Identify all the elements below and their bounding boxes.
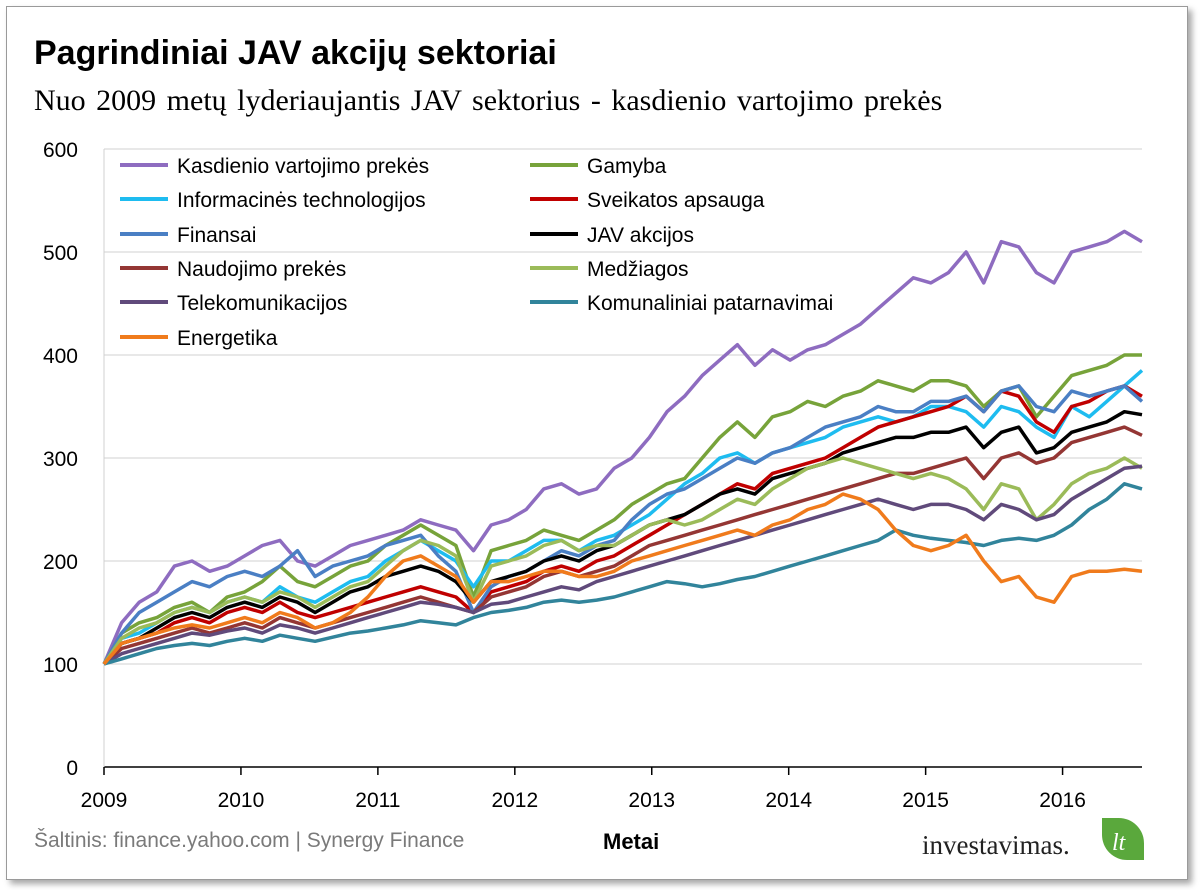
legend-label: JAV akcijos [587, 224, 694, 247]
chart-subtitle: Nuo 2009 metų lyderiaujantis JAV sektori… [34, 84, 943, 117]
y-tick-label: 500 [43, 242, 78, 265]
legend-label: Komunaliniai patarnavimai [587, 292, 833, 315]
x-tick-label: 2014 [765, 789, 812, 812]
series-line [102, 229, 1143, 665]
x-tick-label: 2012 [491, 789, 538, 812]
legend-label: Medžiagos [587, 258, 689, 281]
legend-label: Gamyba [587, 155, 667, 178]
logo-text: investavimas. [922, 830, 1070, 860]
series-line [102, 353, 1142, 665]
source-text: Šaltinis: finance.yahoo.com | Synergy Fi… [34, 829, 465, 852]
x-tick-label: 2013 [628, 789, 675, 812]
y-tick-label: 100 [43, 654, 78, 677]
series-line [102, 492, 1143, 666]
legend-label: Informacinės technologijos [177, 189, 426, 212]
x-tick-label: 2009 [81, 789, 128, 812]
x-tick-label: 2011 [355, 789, 400, 812]
legend-label: Energetika [177, 327, 278, 350]
x-tick-label: 2010 [218, 789, 265, 812]
legend-label: Sveikatos apsauga [587, 189, 765, 212]
legend-label: Naudojimo prekės [177, 258, 346, 281]
x-axis-label: Metai [603, 829, 660, 854]
leaf-icon [1102, 818, 1144, 860]
legend-label: Kasdienio vartojimo prekės [177, 155, 429, 178]
y-tick-label: 0 [66, 757, 78, 780]
series-line [102, 456, 1143, 665]
series-line [102, 425, 1143, 666]
investavimas-logo[interactable]: investavimas. lt [922, 818, 1152, 864]
series-line [103, 482, 1143, 666]
legend-label: Finansai [177, 224, 256, 247]
series-line [103, 464, 1143, 666]
y-tick-label: 300 [43, 448, 78, 471]
logo-leaf-text: lt [1112, 830, 1126, 856]
x-tick-label: 2015 [902, 789, 949, 812]
y-tick-label: 600 [43, 139, 78, 162]
legend-label: Telekomunikacijos [177, 292, 347, 315]
series-line [102, 384, 1144, 665]
y-tick-label: 400 [43, 345, 78, 368]
chart-title: Pagrindiniai JAV akcijų sektoriai [34, 34, 557, 72]
x-tick-label: 2016 [1039, 789, 1086, 812]
y-tick-label: 200 [43, 551, 78, 574]
